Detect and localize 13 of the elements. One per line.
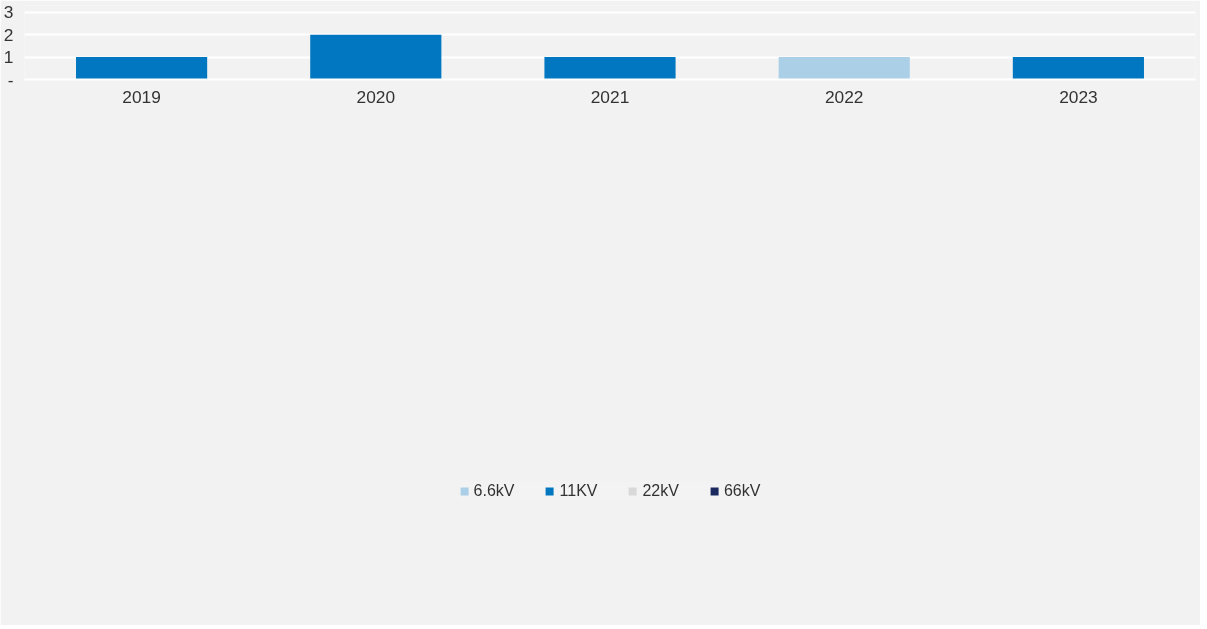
legend-label: 22kV	[642, 481, 679, 500]
y-tick-label: -	[7, 69, 14, 90]
x-tick-label: 2020	[356, 86, 396, 107]
legend-label: 66kV	[723, 481, 761, 500]
y-tick-label: 3	[3, 2, 14, 23]
y-tick-label: 2	[3, 24, 14, 45]
x-tick-label: 2021	[590, 86, 630, 107]
x-tick-label: 2019	[122, 86, 161, 107]
x-tick-label: 2023	[1059, 86, 1098, 107]
x-tick-label: 2022	[824, 86, 864, 107]
y-tick-label: 1	[3, 47, 14, 68]
legend-label: 11KV	[559, 481, 598, 500]
legend-label: 6.6kV	[473, 481, 515, 500]
